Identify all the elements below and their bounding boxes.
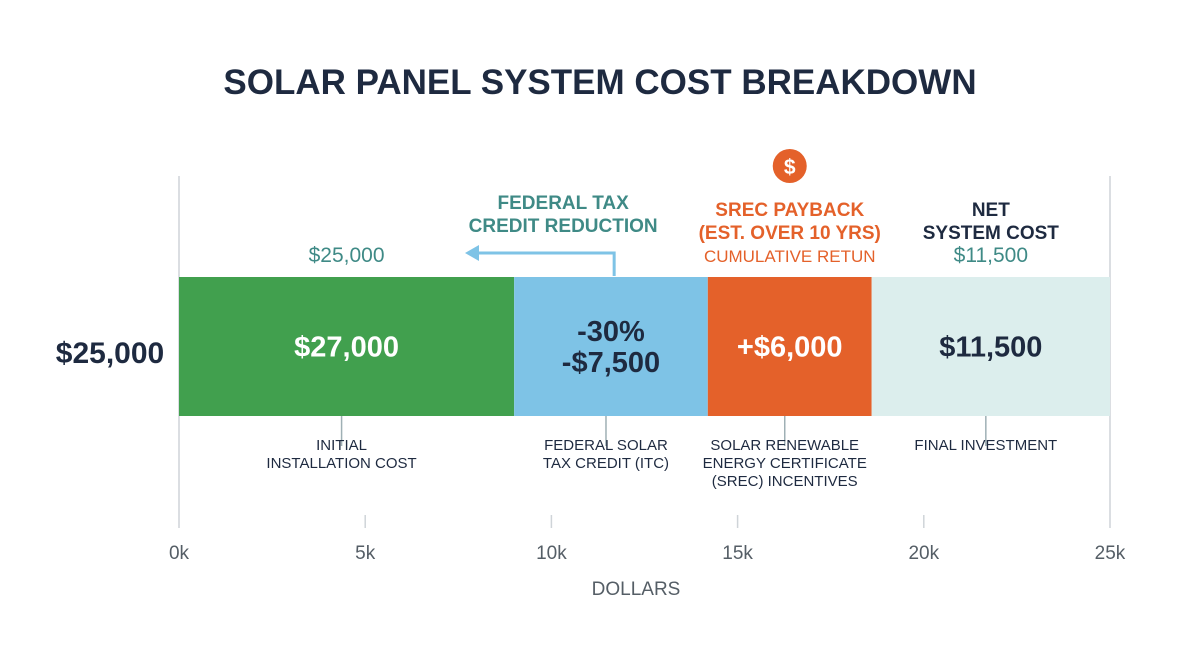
segment-top-label: NET: [972, 200, 1010, 221]
tax-credit-annotation: FEDERAL TAX: [498, 193, 630, 214]
category-label: SOLAR RENEWABLE: [710, 437, 859, 454]
bar-value-label: +$6,000: [737, 332, 843, 364]
chart-title: SOLAR PANEL SYSTEM COST BREAKDOWN: [223, 63, 976, 102]
bar-value-label: -$7,500: [562, 347, 660, 379]
bar-segment-net: [871, 277, 1110, 416]
plot-area: 0k 5k 10k 15k 20k 25k $27,000 INITIALINSTALLATI…: [169, 149, 1126, 564]
bar-segment-srec: [707, 277, 872, 416]
bar-value-label: $27,000: [294, 332, 399, 364]
segment-top-label: SYSTEM COST: [923, 223, 1060, 244]
tax-credit-arrow-line: [477, 251, 616, 276]
bar-value-label: -30%: [577, 316, 645, 348]
x-tick-label: 0k: [169, 543, 190, 564]
category-label: FEDERAL SOLAR: [544, 437, 668, 454]
segment-top-label: (EST. OVER 10 YRS): [699, 223, 881, 244]
segment-top-label: $25,000: [309, 244, 385, 267]
x-axis-label: DOLLARS: [592, 579, 681, 600]
bar-value-label: $11,500: [939, 332, 1042, 364]
segment-top-label: SREC PAYBACK: [715, 200, 864, 221]
category-label: (SREC) INCENTIVES: [712, 473, 858, 490]
bar-segment-itc: [514, 277, 708, 416]
tax-credit-annotation: CREDIT REDUCTION: [469, 216, 658, 237]
dollar-badge-glyph: $: [784, 156, 796, 179]
x-tick-label: 20k: [908, 543, 939, 564]
x-tick-label: 5k: [355, 543, 376, 564]
category-label: FINAL INVESTMENT: [914, 437, 1057, 454]
category-label: ENERGY CERTIFICATE: [703, 455, 867, 472]
category-label: INITIAL: [316, 437, 367, 454]
segment-top-label: CUMULATIVE RETUN: [704, 247, 876, 266]
arrow-left-icon: [465, 245, 479, 261]
bar-segment-initial: [179, 277, 515, 416]
category-label: TAX CREDIT (ITC): [543, 455, 669, 472]
x-tick-label: 25k: [1095, 543, 1126, 564]
segment-top-label: $11,500: [954, 244, 1028, 267]
row-label: $25,000: [56, 337, 164, 370]
dollar-badge-icon: [772, 149, 807, 183]
category-label: INSTALLATION COST: [266, 455, 416, 472]
x-tick-label: 10k: [536, 543, 567, 564]
x-tick-label: 15k: [722, 543, 753, 564]
